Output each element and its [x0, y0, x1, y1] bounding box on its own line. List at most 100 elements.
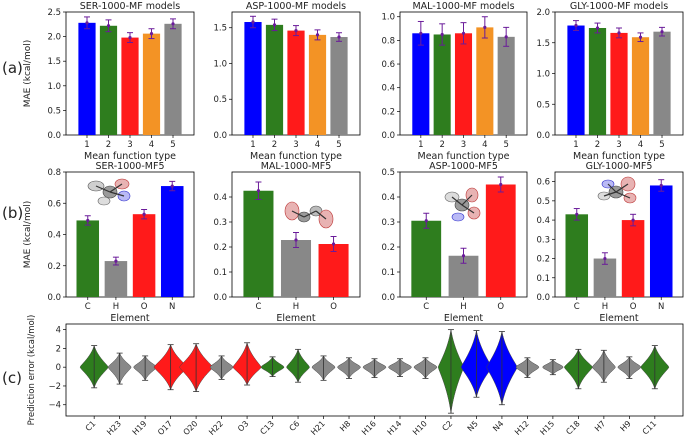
error-center-dot	[575, 212, 579, 216]
chart-title: MAL-1000-MF5	[261, 161, 332, 172]
x-tick-label: H	[293, 302, 299, 312]
y-tick-label: 0.6	[381, 60, 395, 70]
bar	[243, 190, 274, 297]
y-tick-label: 0.5	[381, 168, 395, 178]
x-tick-label: 1	[250, 140, 255, 150]
chart-7: ASP-1000-MF5 0.0 0.1 0.2 0.3 0.4 0.5 Element C H O	[381, 161, 528, 324]
x-axis-label: Element	[599, 313, 639, 324]
x-tick-label: H10	[411, 419, 429, 437]
x-tick-label: H21	[309, 419, 327, 437]
chart-title: MAL-1000-MF models	[412, 1, 514, 12]
panel-label-a: (a)	[2, 59, 23, 77]
bar	[318, 244, 349, 297]
y-tick-label: 0.5	[536, 100, 550, 110]
bar	[412, 33, 430, 135]
bar	[132, 214, 156, 297]
bar	[454, 33, 473, 135]
x-tick-label: 5	[503, 140, 508, 150]
y-tick-label: 0.6	[47, 199, 61, 209]
x-tick-label: 2	[595, 140, 600, 150]
panel-label-c: (c)	[2, 369, 22, 387]
bar	[485, 184, 516, 297]
y-tick-label: 0.2	[213, 243, 227, 253]
y-tick-label: 0	[56, 363, 61, 373]
y-tick-label: 0.2	[381, 243, 395, 253]
bar	[164, 23, 182, 136]
error-center-dot	[294, 238, 298, 242]
error-center-dot	[149, 32, 154, 36]
y-tick-label: 0.0	[213, 293, 227, 303]
error-center-dot	[251, 20, 255, 24]
error-center-dot	[170, 184, 174, 188]
bar	[565, 214, 589, 297]
y-tick-label: 2.0	[47, 33, 61, 43]
bar	[649, 185, 673, 297]
x-tick-label: 4	[315, 140, 320, 150]
bar	[610, 32, 628, 135]
x-tick-label: 2	[272, 140, 277, 150]
y-tick-label: 2	[56, 344, 61, 354]
bar	[497, 36, 515, 135]
y-tick-label: 0.0	[47, 293, 61, 303]
y-axis-label: MAE (kcal/mol)	[23, 201, 33, 268]
chart-3: MAL-1000-MF models 0.0 0.2 0.4 0.6 0.8 1.0 Mean…	[381, 1, 528, 162]
y-tick-label: 2.5	[47, 8, 61, 18]
x-axis-label: Mean function type	[84, 151, 176, 162]
x-tick-label: C	[85, 302, 91, 312]
x-axis-label: Element	[444, 313, 484, 324]
y-axis-label: Prediction error (kcal/mol)	[27, 315, 37, 426]
bar	[121, 37, 139, 135]
x-tick-label: 5	[336, 140, 341, 150]
y-tick-label: 0.4	[536, 216, 550, 226]
error-center-dot	[603, 256, 607, 261]
bar	[244, 22, 262, 135]
y-tick-label: 0.0	[47, 131, 61, 141]
error-center-dot	[617, 31, 621, 35]
y-tick-label: 0.5	[213, 95, 227, 105]
x-tick-label: O	[497, 302, 504, 312]
error-center-dot	[106, 24, 111, 28]
chart-9: −4 −2 0 2 4 Prediction error (kcal/mol) C1 H23 H…	[27, 315, 684, 437]
bar	[78, 22, 96, 136]
error-center-dot	[595, 26, 600, 30]
x-tick-label: 1	[418, 140, 423, 150]
error-center-dot	[574, 23, 578, 28]
chart-title: ASP-1000-MF models	[246, 1, 346, 12]
x-tick-label: C	[255, 302, 261, 312]
y-tick-label: 0.4	[213, 193, 227, 203]
x-tick-label: H	[602, 302, 608, 312]
x-tick-label: O3	[236, 419, 250, 433]
y-tick-label: 2.0	[536, 8, 550, 18]
bar	[476, 27, 494, 135]
x-tick-label: 1	[573, 140, 578, 150]
error-center-dot	[171, 22, 175, 26]
y-tick-label: 0.2	[381, 107, 395, 117]
y-tick-label: 0.4	[47, 231, 61, 241]
x-tick-label: H22	[207, 419, 225, 437]
x-tick-label: H19	[131, 419, 149, 437]
y-tick-label: 0.3	[536, 235, 550, 245]
x-tick-label: C1	[84, 419, 98, 433]
error-center-dot	[483, 25, 487, 29]
chart-title: GLY-1000-MF models	[570, 1, 668, 12]
y-tick-label: 0.2	[47, 262, 61, 272]
x-tick-label: 5	[659, 140, 664, 150]
chart-title: ASP-1000-MF5	[429, 161, 498, 172]
y-tick-label: 0.0	[536, 131, 550, 141]
y-tick-label: 1.5	[47, 57, 61, 67]
x-tick-label: 2	[106, 140, 111, 150]
x-tick-label: 1	[84, 140, 89, 150]
x-tick-label: H	[460, 302, 466, 312]
chart-title: SER-1000-MF models	[80, 1, 181, 12]
bar	[104, 261, 128, 297]
error-center-dot	[294, 28, 298, 33]
y-tick-label: 0.5	[536, 197, 550, 207]
error-center-dot	[461, 254, 466, 258]
x-tick-label: O	[630, 302, 637, 312]
x-tick-label: 2	[439, 140, 444, 150]
error-center-dot	[660, 30, 664, 34]
x-tick-label: H9	[619, 419, 633, 433]
molecule-illustration-gly	[597, 176, 637, 204]
x-tick-label: N	[169, 302, 175, 312]
x-tick-label: H15	[538, 419, 556, 437]
